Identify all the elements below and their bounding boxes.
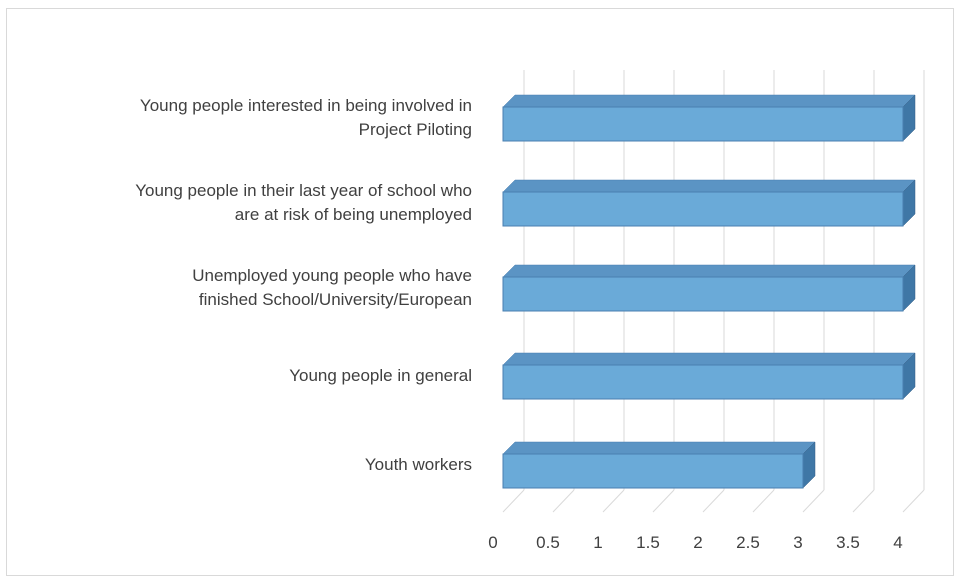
x-tick-label: 0: [488, 533, 498, 552]
bar-1: [502, 179, 916, 227]
x-tick-label: 2.5: [736, 533, 760, 552]
x-tick-label: 3.5: [836, 533, 860, 552]
floor-gridline-6: [802, 489, 825, 513]
x-tick-label: 0.5: [536, 533, 560, 552]
category-label: Unemployed young people who have finishe…: [192, 266, 472, 309]
floor-gridline-1: [552, 489, 575, 513]
bar-2: [502, 264, 916, 312]
x-tick-label: 3: [793, 533, 803, 552]
x-tick-label: 4: [893, 533, 903, 552]
bar-3: [502, 352, 916, 400]
x-tick-label: 1.5: [636, 533, 660, 552]
floor-gridline-8: [902, 489, 925, 513]
floor-gridline-7: [852, 489, 875, 513]
x-tick-label: 2: [693, 533, 703, 552]
x-tick-label: 1: [593, 533, 603, 552]
category-label: Young people interested in being involve…: [139, 96, 472, 139]
category-label: Youth workers: [364, 455, 472, 474]
floor-gridline-4: [702, 489, 725, 513]
floor-gridline-5: [752, 489, 775, 513]
bar-0: [502, 94, 916, 142]
category-label: Young people in their last year of schoo…: [135, 181, 472, 224]
floor-gridline-3: [652, 489, 675, 513]
floor-gridline-0: [502, 489, 525, 513]
floor-gridline-2: [602, 489, 625, 513]
bar-4: [502, 441, 816, 489]
category-label: Young people in general: [289, 366, 472, 385]
